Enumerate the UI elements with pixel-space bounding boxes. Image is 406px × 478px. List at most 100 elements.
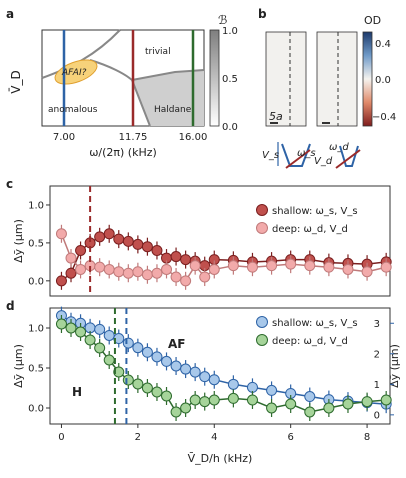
data-point	[189, 366, 201, 378]
data-point	[189, 260, 201, 272]
ytick-right-label: 1	[374, 380, 380, 391]
data-point	[208, 394, 220, 406]
data-point	[161, 390, 173, 402]
haldane-region	[132, 70, 204, 126]
panel-d-ylabel-left: Δȳ (μm)	[12, 344, 25, 388]
data-point	[227, 392, 239, 404]
data-point	[132, 238, 144, 250]
data-point	[122, 374, 134, 386]
data-point	[180, 254, 192, 266]
panel-d: Δȳ (μm) Δȳ (μm) 0.0 0.5 1.0 0 1 2 3 0 2 4 6 8 H A…	[12, 306, 401, 465]
data-point	[380, 394, 392, 406]
panel-label-d: d	[6, 299, 15, 313]
data-point	[75, 263, 87, 275]
region-anomalous: anomalous	[48, 105, 98, 115]
panel-label-b: b	[258, 7, 267, 21]
data-point	[84, 334, 96, 346]
panel-b: 5a OD 0.4 0.0 −0.4 V_s ω_s ω_d V_d	[262, 14, 396, 169]
xtick-label: 4	[211, 432, 217, 443]
legend-c-shallow-swatch	[256, 204, 268, 216]
data-point	[132, 266, 144, 278]
data-point	[103, 354, 115, 366]
shallow-well	[281, 143, 311, 167]
ytick-label: 1.0	[28, 324, 44, 335]
legend-c-deep-label: deep: ω_d, V_d	[272, 224, 348, 235]
data-point	[141, 382, 153, 394]
data-point	[94, 342, 106, 354]
panel-a-ylabel: V̄_D	[9, 70, 23, 93]
data-point	[285, 258, 297, 270]
data-point	[122, 337, 134, 349]
data-point	[170, 360, 182, 372]
data-point	[65, 322, 77, 334]
data-point	[75, 244, 87, 256]
region-afai: AFAI?	[61, 68, 87, 78]
od-cbar-tick-1: 0.0	[375, 75, 391, 86]
ytick-label: 0.5	[28, 364, 44, 375]
data-point	[122, 235, 134, 247]
data-point	[141, 269, 153, 281]
data-point	[199, 271, 211, 283]
data-point	[342, 398, 354, 410]
data-point	[180, 363, 192, 375]
ytick-label: 0.0	[28, 404, 44, 415]
data-point	[103, 329, 115, 341]
scale-label: 5a	[269, 110, 283, 123]
panel-d-xlabel: V̄_D/h (kHz)	[188, 452, 253, 465]
data-point	[151, 351, 163, 363]
data-point	[94, 323, 106, 335]
data-point	[103, 228, 115, 240]
xtick-label: 8	[364, 432, 370, 443]
data-point	[199, 396, 211, 408]
legend-d-deep-label: deep: ω_d, V_d	[272, 336, 348, 347]
data-point	[113, 266, 125, 278]
data-point	[380, 261, 392, 273]
region-trivial: trivial	[145, 47, 171, 57]
ytick-right-label: 0	[374, 410, 380, 421]
phase-boundary-right	[131, 69, 205, 81]
data-point	[342, 263, 354, 275]
ytick-right-label: 3	[374, 319, 380, 330]
panel-a-cbar-tick-0: 1.0	[222, 26, 238, 37]
panel-c-frame	[49, 185, 391, 297]
panel-label-c: c	[6, 177, 13, 191]
label-af: AF	[168, 337, 185, 351]
panel-a-xtick-1: 11.75	[119, 132, 148, 143]
xtick-label: 6	[287, 432, 293, 443]
data-point	[361, 396, 373, 408]
deep-well	[339, 145, 359, 167]
vs-label: V_s	[262, 150, 279, 161]
shallow-drive	[285, 149, 311, 169]
legend-d-shallow-label: shallow: ω_s, V_s	[272, 318, 358, 329]
vd-label: V_d	[314, 156, 333, 167]
data-point	[170, 271, 182, 283]
data-point	[304, 406, 316, 418]
data-point	[161, 355, 173, 367]
panel-a-xlabel: ω/(2π) (kHz)	[89, 146, 157, 159]
panel-d-ylabel-right: Δȳ (μm)	[388, 344, 401, 388]
panel-label-a: a	[6, 7, 14, 21]
od-image-right	[316, 31, 358, 127]
panel-d-legend: shallow: ω_s, V_s deep: ω_d, V_d	[256, 316, 358, 347]
data-point	[122, 267, 134, 279]
data-point	[113, 233, 125, 245]
data-point	[189, 394, 201, 406]
od-cbar-tick-0: 0.4	[375, 39, 391, 50]
panel-a-colorbar-label: ℬ	[218, 13, 227, 27]
panel-c-legend: shallow: ω_s, V_s deep: ω_d, V_d	[256, 204, 358, 235]
legend-c-shallow-label: shallow: ω_s, V_s	[272, 206, 358, 217]
data-point	[132, 378, 144, 390]
data-point	[151, 267, 163, 279]
data-point	[151, 386, 163, 398]
legend-d-shallow-swatch	[256, 316, 268, 328]
data-point	[227, 378, 239, 390]
data-point	[266, 260, 278, 272]
data-point	[266, 402, 278, 414]
data-point	[285, 398, 297, 410]
data-point	[65, 252, 77, 264]
afai-ellipse	[54, 59, 98, 85]
data-point	[170, 406, 182, 418]
od-image-left	[265, 31, 307, 127]
data-point	[170, 251, 182, 263]
data-point	[304, 391, 316, 403]
